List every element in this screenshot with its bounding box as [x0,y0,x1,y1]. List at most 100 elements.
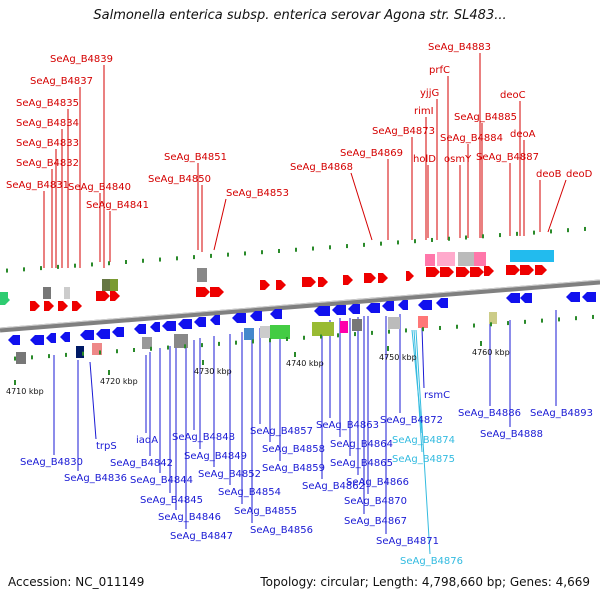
track-tick [159,257,161,262]
reverse-gene-arrow [8,335,20,345]
track-tick [473,323,475,328]
reverse-gene-arrow [582,292,596,302]
reverse-gene-arrow [178,319,192,329]
reverse-gene-label: SeAg_B4859 [262,463,325,474]
forward-gene-arrow [456,267,470,277]
track-tick [575,316,577,321]
forward-gene-label: SeAg_B4835 [16,98,79,109]
track-tick [91,262,93,267]
kbp-tick [202,360,204,365]
track-tick [490,322,492,327]
track-tick [558,317,560,322]
forward-gene-label: SeAg_B4883 [428,42,491,53]
track-tick [74,263,76,268]
track-tick [57,264,59,269]
gene-box [142,337,152,349]
forward-gene-arrow [484,266,494,276]
reverse-gene-label: SeAg_B4870 [344,496,407,507]
kbp-label: 4730 kbp [194,367,232,376]
reverse-gene-label: SeAg_B4872 [380,415,443,426]
reverse-gene-label: SeAg_B4867 [344,516,407,527]
reverse-gene-arrow [566,292,580,302]
rna-connector [415,329,431,555]
gene-box [489,312,497,324]
track-tick [516,231,518,236]
forward-gene-label: SeAg_B4840 [68,182,131,193]
reverse-gene-arrow [348,304,360,314]
track-tick [210,253,212,258]
kbp-tick [387,346,389,351]
track-tick [431,237,433,242]
track-tick [133,348,135,352]
track-tick [337,333,339,338]
track-tick [320,334,322,339]
track-tick [261,250,263,255]
forward-gene-arrow [260,280,270,290]
forward-gene-arrow [276,280,286,290]
forward-gene-arrow [406,271,414,281]
track-tick [448,236,450,241]
reverse-gene-arrow [382,301,394,311]
reverse-gene-label: SeAg_B4862 [302,481,365,492]
forward-gene-arrow [210,287,224,297]
backbone-highlight [0,279,600,329]
track-tick [6,268,8,273]
forward-connector [350,172,373,241]
reverse-gene-label: SeAg_B4856 [250,525,313,536]
forward-gene-arrow [318,277,328,287]
reverse-gene-arrow [46,333,56,343]
track-tick [252,339,254,344]
track-tick [456,324,458,329]
forward-gene-label: SeAg_B4868 [290,162,353,173]
reverse-gene-label: SeAg_B4886 [458,408,521,419]
forward-gene-label: deoC [500,90,526,101]
track-tick [380,241,382,246]
kbp-label: 4720 kbp [100,377,138,386]
rna-gene-label: SeAg_B4876 [400,556,463,567]
track-tick [550,229,552,234]
forward-gene-arrow [535,265,547,275]
reverse-gene-arrow [150,322,160,332]
gene-box [312,322,334,336]
gene-box [510,250,528,262]
gene-box [528,250,546,262]
kbp-label: 4750 kbp [379,353,417,362]
reverse-gene-arrow [270,309,282,319]
reverse-gene-label: SeAg_B4844 [130,475,193,486]
track-tick [48,354,50,359]
gene-box [474,252,486,266]
forward-gene-arrow [58,301,68,311]
track-tick [23,267,25,272]
forward-gene-label: holD [413,154,436,165]
track-tick [167,345,169,350]
reverse-gene-arrow [314,306,330,316]
track-tick [278,248,280,253]
track-tick [465,235,467,240]
kbp-tick [480,341,482,346]
gene-box [418,316,428,328]
reverse-gene-label: SeAg_B4888 [480,429,543,440]
forward-gene-label: SeAg_B4833 [16,138,79,149]
forward-gene-arrow [470,267,484,277]
forward-gene-label: SeAg_B4851 [164,152,227,163]
reverse-gene-arrow [162,321,176,331]
reverse-gene-arrow [506,293,520,303]
reverse-gene-arrow [112,327,124,337]
gene-box [43,287,51,299]
forward-gene-arrow [378,273,388,283]
reverse-gene-label: SeAg_B4847 [170,531,233,542]
track-tick [31,355,33,360]
track-tick [40,266,42,271]
track-tick [218,341,220,346]
forward-gene-label: deoA [510,129,536,140]
reverse-gene-label: SeAg_B4893 [530,408,593,419]
forward-gene-label: SeAg_B4837 [30,76,93,87]
track-tick [65,352,67,357]
reverse-gene-label: trpS [96,441,117,452]
reverse-gene-label: SeAg_B4865 [330,458,393,469]
track-tick [405,328,407,333]
reverse-gene-label: SeAg_B4854 [218,487,281,498]
track-tick [150,346,152,351]
track-tick [363,242,365,247]
track-tick [286,336,288,341]
